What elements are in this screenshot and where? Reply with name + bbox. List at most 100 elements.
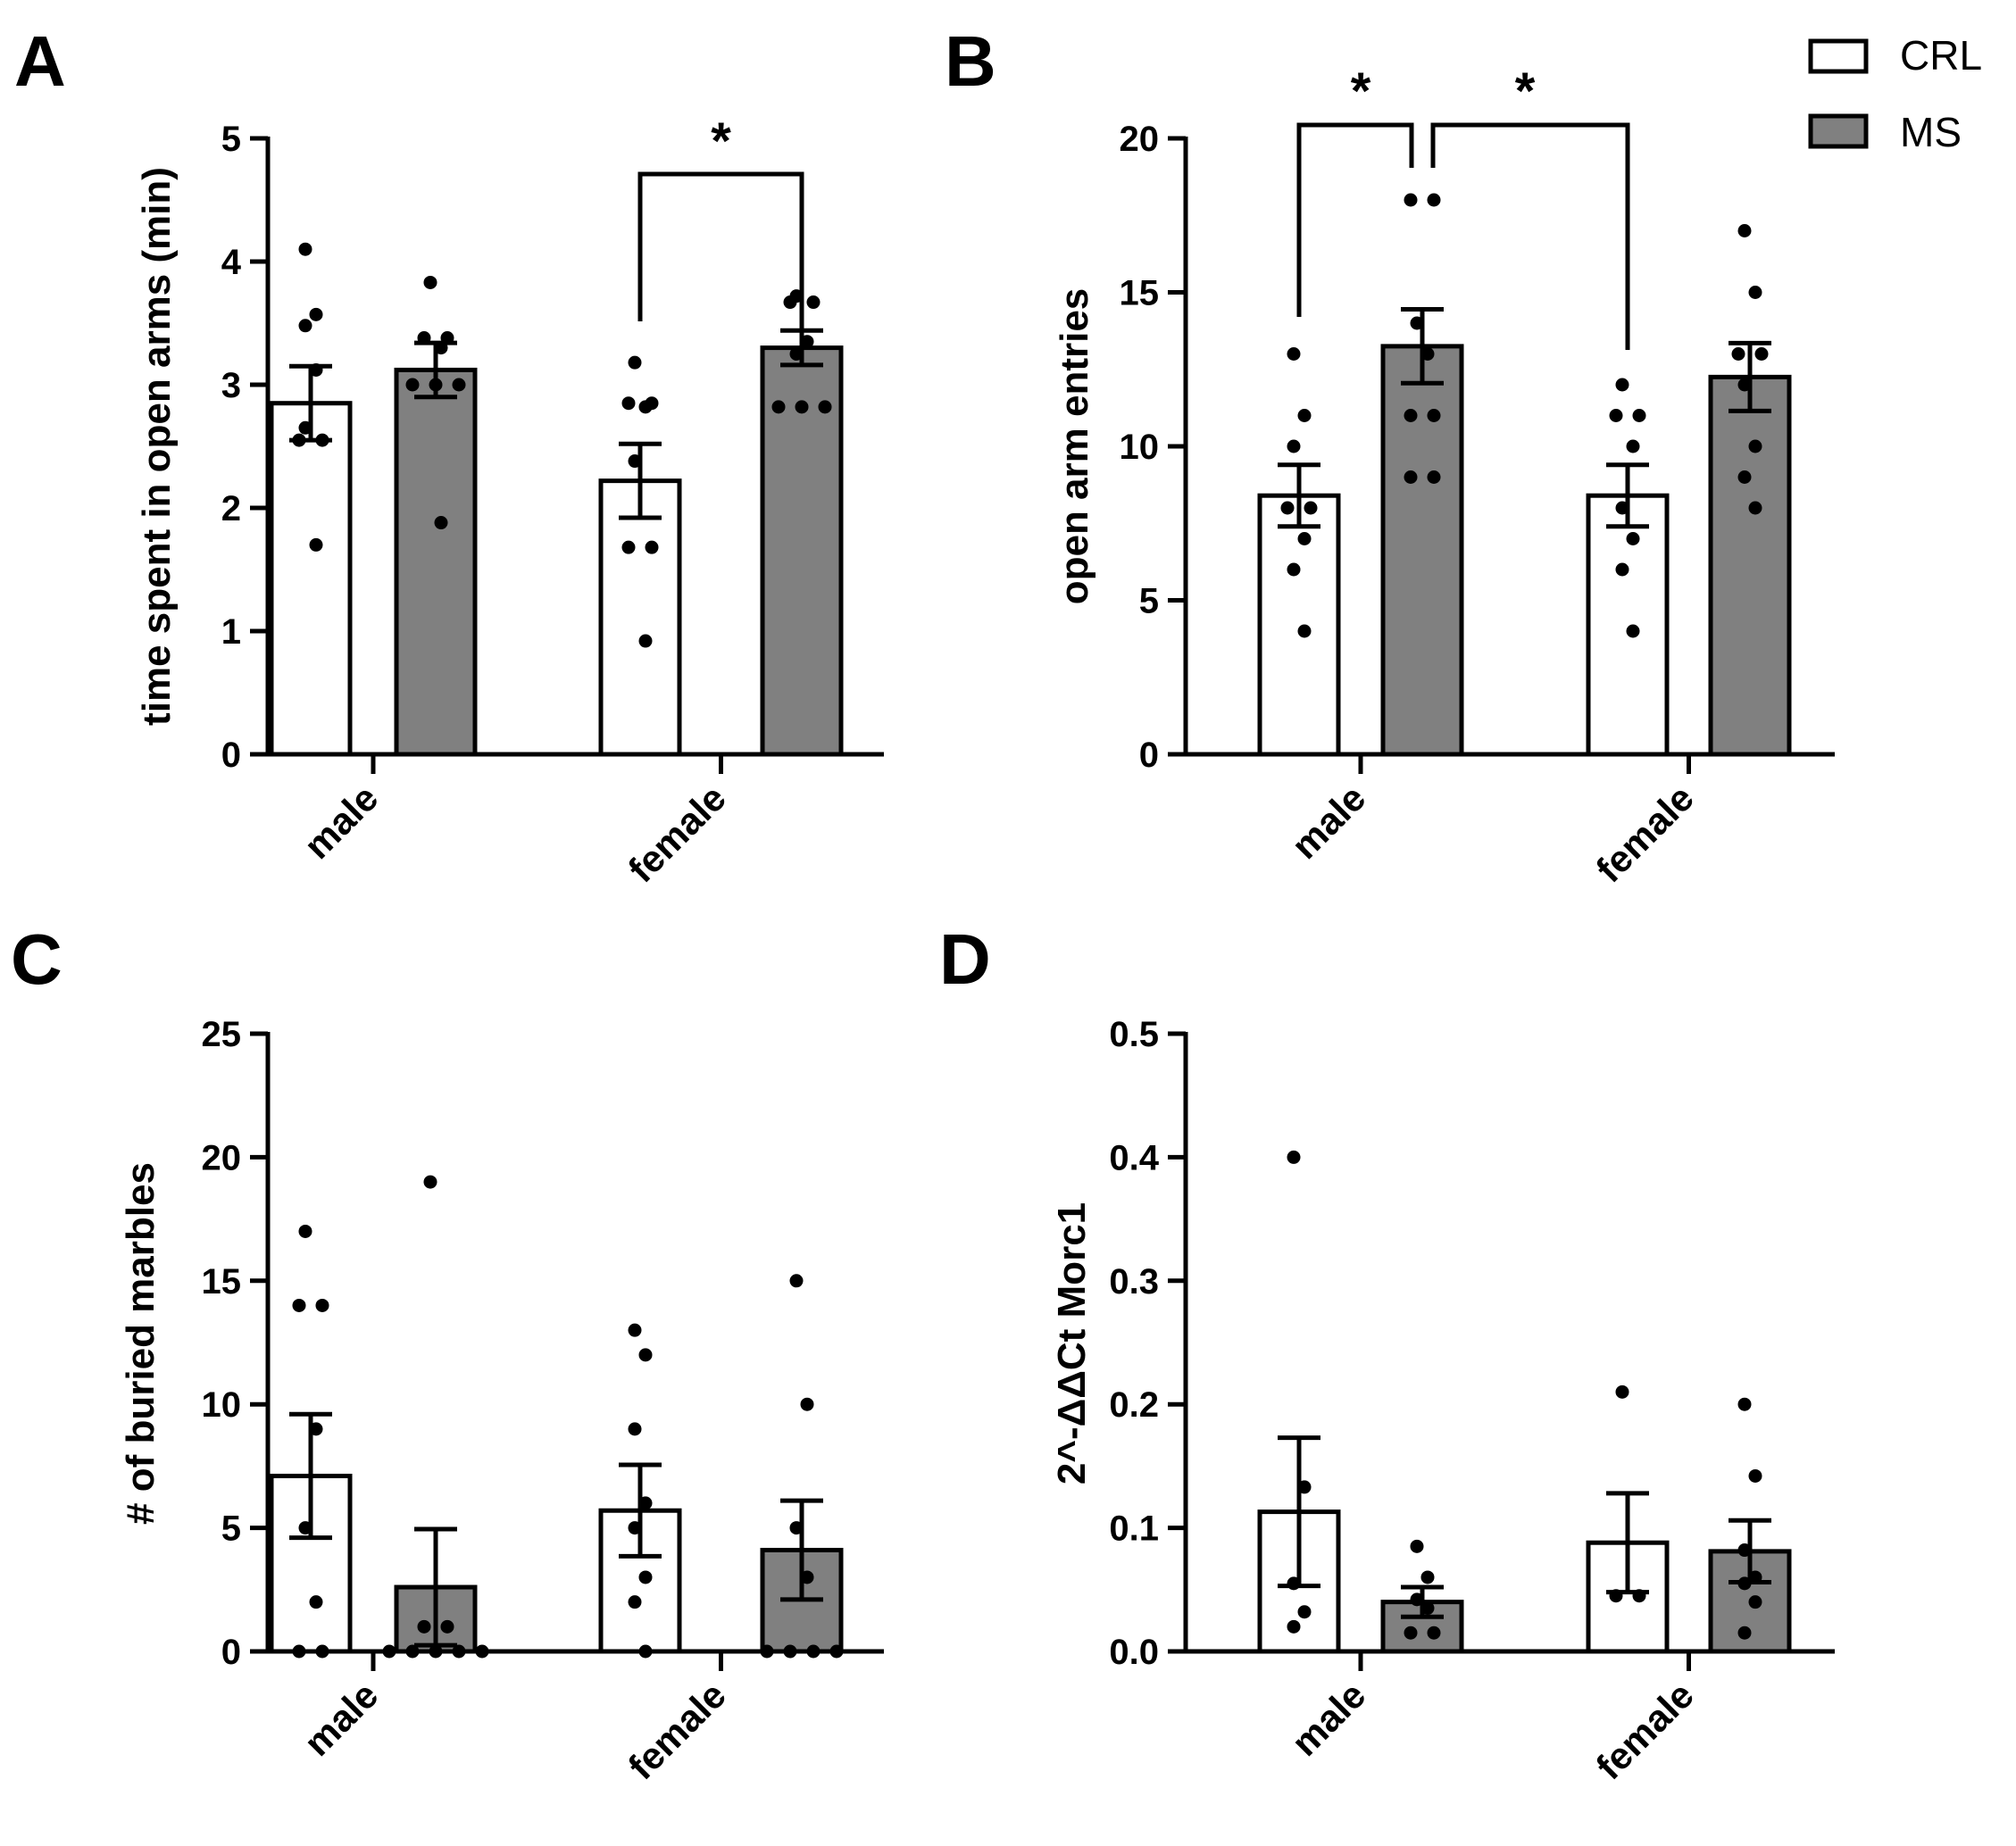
significance-bracket [637,171,804,328]
data-point [1615,378,1629,392]
data-point [800,335,814,349]
panel-letter-d: D [939,919,991,999]
data-point [1626,439,1640,453]
y-tick-label: 10 [202,1385,242,1425]
data-point [417,331,431,345]
y-tick-label: 3 [221,366,241,405]
data-point [1737,378,1752,392]
data-point [795,400,809,414]
data-point [1404,1626,1418,1640]
data-point [298,242,312,256]
y-axis-title: open arm entries [1053,288,1096,605]
significance-star: * [1515,62,1536,121]
legend-swatch-ms [1808,113,1869,149]
data-point [315,1298,329,1312]
data-point [628,1595,642,1609]
legend-swatch-crl [1808,38,1869,74]
y-axis-title: 2^-ΔΔCt Morc1 [1050,1202,1094,1484]
panel-letter-b: B [945,21,996,101]
significance-bracket [1296,122,1414,317]
y-tick-label: 10 [1120,428,1160,467]
data-point [309,537,323,552]
data-point [1304,501,1318,515]
data-point [1737,1543,1752,1558]
data-point [621,540,636,554]
data-point [434,341,448,355]
y-tick-label: 1 [221,612,241,652]
data-point [1427,193,1441,207]
data-point [1427,470,1441,484]
data-point [1297,1480,1312,1494]
x-category-label-male: male [1283,1674,1373,1764]
data-point [1737,1576,1752,1591]
data-point [1287,439,1301,453]
x-category-label-female: female [621,777,734,890]
data-point [292,433,306,447]
x-category-label-male: male [296,777,386,867]
data-point [1615,562,1629,577]
data-point [628,1521,642,1535]
x-category-label-female: female [621,1674,734,1787]
data-point [429,378,443,392]
data-point [645,540,659,554]
data-point [1632,1589,1646,1603]
panel-a: 0 1 2 3 4 5 time spent in open arms (min) male f… [135,112,884,890]
y-tick-label: 4 [221,243,242,282]
data-point [628,1422,642,1436]
panel-b: 0 5 10 15 20 open arm entries male female * * [1053,62,1835,890]
bar-ms-male [394,367,478,757]
data-point [292,1298,306,1312]
data-point [1626,624,1640,638]
data-point [638,1570,653,1584]
data-point [315,433,329,447]
y-axis-title: time spent in open arms (min) [135,167,179,726]
data-point [806,295,821,310]
data-point [1754,347,1769,361]
data-point [638,1348,653,1362]
significance-star: * [1351,62,1371,121]
y-tick-label: 20 [1120,120,1160,159]
data-point [783,295,797,310]
bar-ms-male [1380,344,1464,757]
y-tick-label: 0.3 [1109,1262,1159,1301]
data-point [789,1521,804,1535]
data-point [1297,1605,1312,1619]
data-point [309,1595,323,1609]
data-point [309,362,323,377]
data-point [1404,193,1418,207]
x-category-label-female: female [1588,1674,1702,1787]
y-tick-label: 2 [221,489,241,528]
y-tick-label: 15 [1120,274,1160,313]
data-point [621,396,636,411]
data-point [628,454,642,469]
data-point [818,400,832,414]
data-point [434,516,448,530]
y-tick-label: 0.5 [1109,1015,1159,1054]
data-point [1287,347,1301,361]
data-point [1615,501,1629,515]
data-point [423,1175,437,1189]
y-tick-label: 5 [221,1509,241,1549]
data-point [1404,409,1418,422]
panel-letter-a: A [14,21,66,101]
data-point [309,307,323,321]
data-point [1748,1595,1762,1609]
data-point [1297,624,1312,638]
data-point [1427,409,1441,422]
data-point [1615,1384,1629,1399]
legend-label-crl: CRL [1900,32,1982,79]
legend: CRL MS [1808,32,1982,155]
data-point [800,1397,814,1411]
data-point [1748,286,1762,299]
y-tick-label: 0.0 [1109,1633,1159,1672]
bar-crl-male [269,401,353,757]
data-point [1748,1570,1762,1584]
data-point [1427,1626,1441,1640]
data-point [1748,439,1762,453]
data-point [423,275,437,289]
data-point [440,331,454,345]
y-tick-label: 5 [1139,582,1159,621]
legend-label-ms: MS [1900,109,1962,155]
data-point [1609,409,1623,422]
